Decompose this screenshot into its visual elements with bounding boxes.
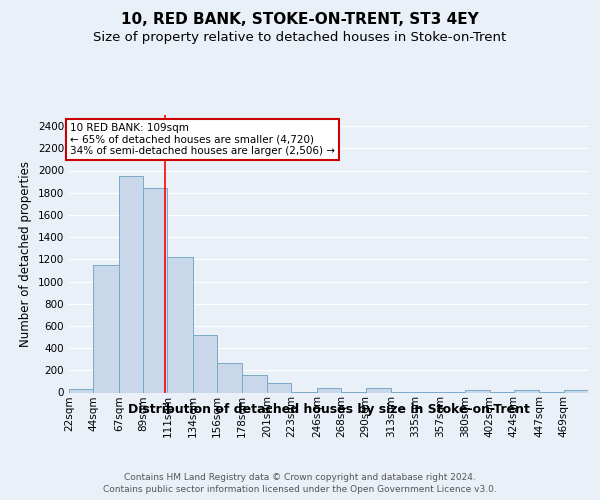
- Text: 10 RED BANK: 109sqm
← 65% of detached houses are smaller (4,720)
34% of semi-det: 10 RED BANK: 109sqm ← 65% of detached ho…: [70, 123, 335, 156]
- Bar: [267, 383, 292, 392]
- Bar: [465, 390, 490, 392]
- Bar: [143, 188, 167, 392]
- Bar: [317, 388, 341, 392]
- Y-axis label: Number of detached properties: Number of detached properties: [19, 161, 32, 347]
- Bar: [167, 257, 193, 392]
- Bar: [119, 176, 143, 392]
- Bar: [563, 390, 588, 392]
- Bar: [365, 388, 391, 392]
- Bar: [242, 376, 267, 392]
- Text: Contains HM Land Registry data © Crown copyright and database right 2024.
Contai: Contains HM Land Registry data © Crown c…: [103, 472, 497, 494]
- Text: Size of property relative to detached houses in Stoke-on-Trent: Size of property relative to detached ho…: [94, 31, 506, 44]
- Bar: [193, 335, 217, 392]
- Bar: [514, 390, 539, 392]
- Bar: [94, 265, 119, 392]
- Text: 10, RED BANK, STOKE-ON-TRENT, ST3 4EY: 10, RED BANK, STOKE-ON-TRENT, ST3 4EY: [121, 12, 479, 28]
- Bar: [217, 363, 242, 392]
- Bar: [69, 389, 94, 392]
- Text: Distribution of detached houses by size in Stoke-on-Trent: Distribution of detached houses by size …: [128, 402, 530, 415]
